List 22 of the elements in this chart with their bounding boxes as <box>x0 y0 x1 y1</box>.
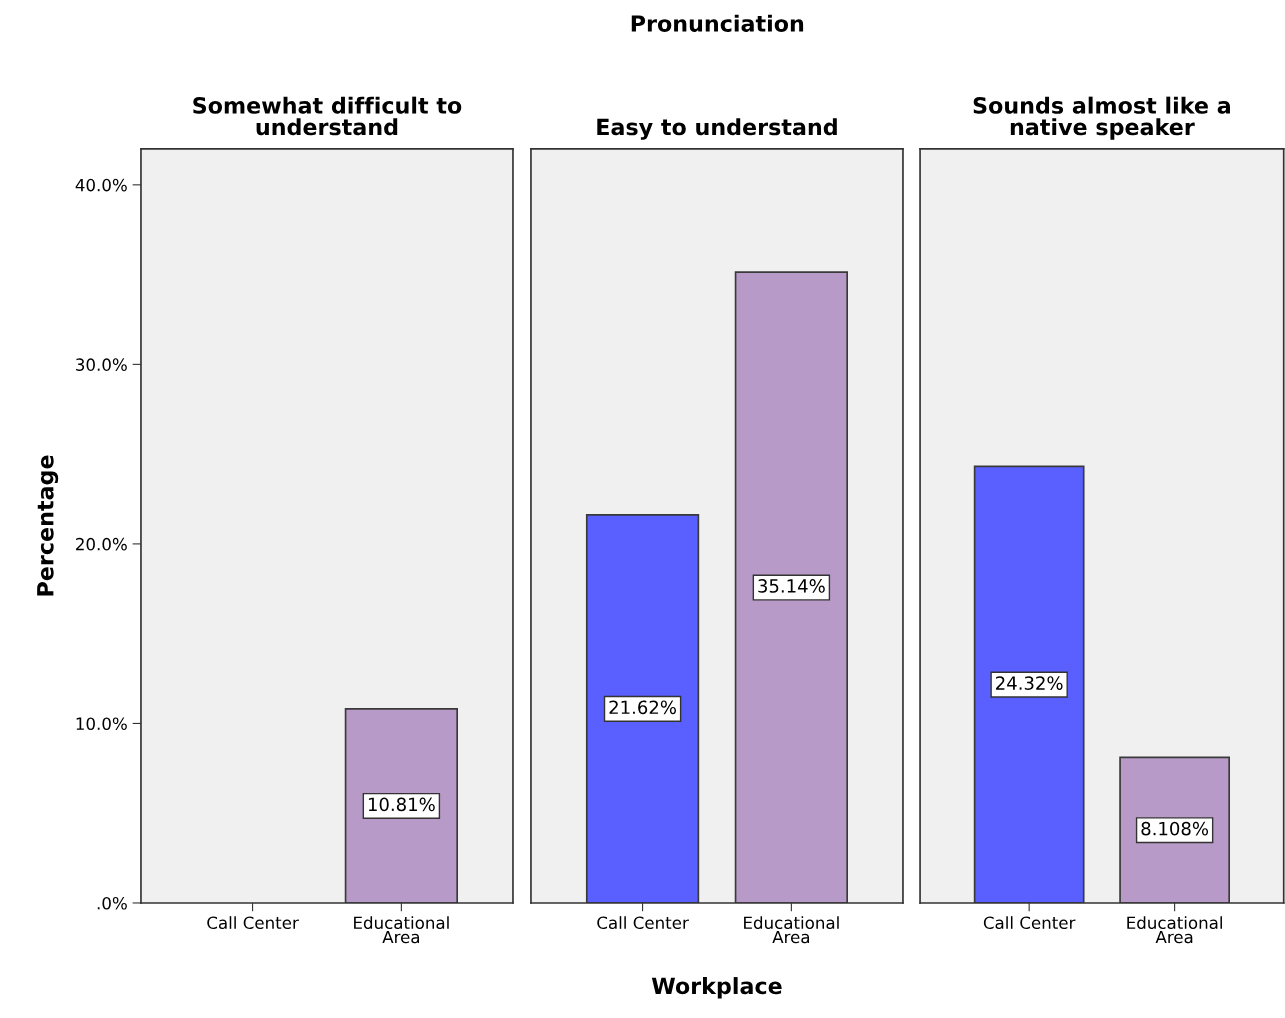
y-tick-label: 30.0% <box>76 358 127 371</box>
x-tick-label: Educational Area <box>354 916 449 944</box>
chart-title: Sounds almost like a native speaker <box>973 96 1230 140</box>
data-label: 24.32% <box>996 676 1063 690</box>
data-label: 21.62% <box>609 700 676 715</box>
x-tick-label: Call Center <box>983 916 1076 930</box>
x-tick-label: Call Center <box>207 916 299 930</box>
y-tick-label: 40.0% <box>75 178 127 192</box>
data-label: 35.14% <box>758 579 825 593</box>
x-tick-label: Educational Area <box>744 916 839 944</box>
y-tick-label: .0% <box>97 896 127 910</box>
x-tick-label: Educational Area <box>1127 916 1222 944</box>
data-label: 8.108% <box>1141 821 1209 836</box>
text: Pronunciation <box>631 14 804 32</box>
y-tick-label: 20.0% <box>76 537 127 551</box>
y-tick-label: 10.0% <box>76 717 127 730</box>
data-label: 10.81% <box>368 797 435 812</box>
chart-title: Easy to understand <box>597 118 837 140</box>
x-tick-label: Call Center <box>597 916 689 930</box>
x-axis-title: Workplace <box>651 977 782 999</box>
y-axis-title: Percentage <box>37 455 59 596</box>
chart-title: Somewhat difficult to understand <box>193 96 462 136</box>
